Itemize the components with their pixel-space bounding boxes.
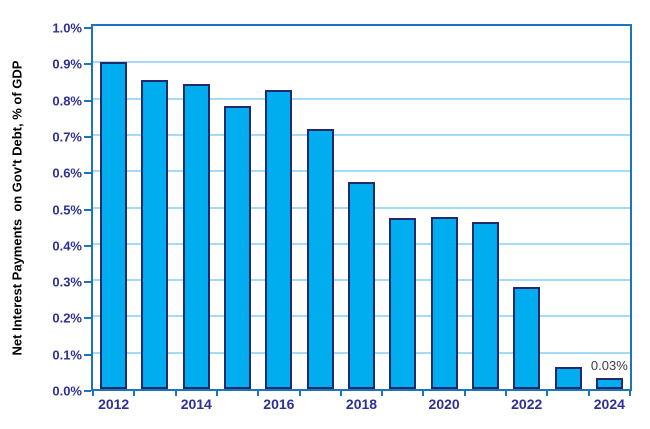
- bar-2012: [100, 62, 128, 389]
- x-tick-mark: [174, 391, 177, 396]
- y-tick-mark: [84, 353, 91, 356]
- y-tick-label: 0.4%: [52, 238, 82, 254]
- y-tick-mark: [84, 390, 91, 392]
- y-tick-label: 1.0%: [52, 20, 82, 36]
- bar-2017: [306, 129, 334, 389]
- y-tick-mark: [84, 172, 91, 175]
- x-tick-mark: [215, 391, 218, 396]
- bar-2024: [595, 378, 623, 389]
- plot-area: 0.03%: [91, 24, 632, 391]
- gridline: [93, 61, 630, 64]
- y-tick-mark: [84, 281, 91, 284]
- y-tick-mark: [84, 317, 91, 320]
- bar-annotation: 0.03%: [590, 358, 628, 374]
- bar-2019: [389, 218, 417, 389]
- x-tick-mark: [505, 391, 508, 396]
- x-tick-mark: [629, 391, 631, 396]
- x-tick-mark: [546, 391, 549, 396]
- x-tick-label: 2020: [428, 396, 460, 412]
- x-tick-mark: [463, 391, 466, 396]
- bar-2016: [265, 89, 293, 389]
- x-tick-mark: [422, 391, 425, 396]
- gridline: [93, 133, 630, 136]
- x-tick-mark: [339, 391, 342, 396]
- bar-2023: [554, 367, 582, 389]
- x-axis-tick-labels: 2012 2014 2016 2018 2020 2022 2024: [93, 396, 630, 416]
- y-tick-label: 0.7%: [52, 129, 82, 145]
- x-tick-label: 2018: [345, 396, 378, 412]
- y-tick-mark: [84, 27, 91, 29]
- bar-2018: [348, 182, 375, 389]
- y-tick-mark: [84, 99, 91, 102]
- x-tick-label: 2024: [593, 396, 625, 412]
- x-tick-mark: [298, 391, 301, 396]
- x-tick-mark: [257, 391, 260, 396]
- x-tick-mark: [587, 391, 590, 396]
- y-tick-label: 0.0%: [52, 383, 82, 399]
- x-tick-label: 2014: [180, 396, 212, 412]
- x-axis-tick-marks: [92, 391, 631, 396]
- x-tick-label: 2022: [511, 396, 543, 412]
- x-tick-mark: [133, 391, 136, 396]
- y-tick-label: 0.6%: [52, 165, 82, 181]
- y-tick-label: 0.3%: [52, 274, 82, 290]
- y-tick-mark: [84, 208, 91, 211]
- x-tick-mark: [381, 391, 384, 396]
- gridline: [93, 170, 630, 173]
- y-tick-label: 0.5%: [52, 202, 82, 217]
- bar-2015: [224, 105, 252, 389]
- bar-2021: [471, 222, 499, 389]
- bar-2014: [182, 84, 210, 389]
- y-tick-label: 0.9%: [52, 56, 82, 72]
- x-tick-label: 2012: [98, 396, 130, 412]
- y-tick-label: 0.8%: [52, 93, 82, 109]
- y-tick-mark: [84, 63, 91, 66]
- bar-2022: [513, 287, 541, 389]
- bar-2013: [141, 80, 169, 389]
- y-tick-label: 0.1%: [52, 347, 82, 363]
- y-axis-tick-labels: 0.0% 0.1% 0.2% 0.3% 0.4% 0.5% 0.6% 0.7% 0.8% 0.9%…: [0, 21, 82, 399]
- y-tick-label: 0.2%: [52, 310, 82, 326]
- gridline: [93, 97, 630, 100]
- x-tick-mark: [92, 391, 94, 396]
- y-tick-mark: [84, 135, 91, 138]
- bar-2020: [430, 216, 458, 389]
- y-tick-mark: [84, 244, 91, 247]
- x-tick-label: 2016: [263, 396, 295, 412]
- y-axis-tick-marks: [84, 26, 91, 392]
